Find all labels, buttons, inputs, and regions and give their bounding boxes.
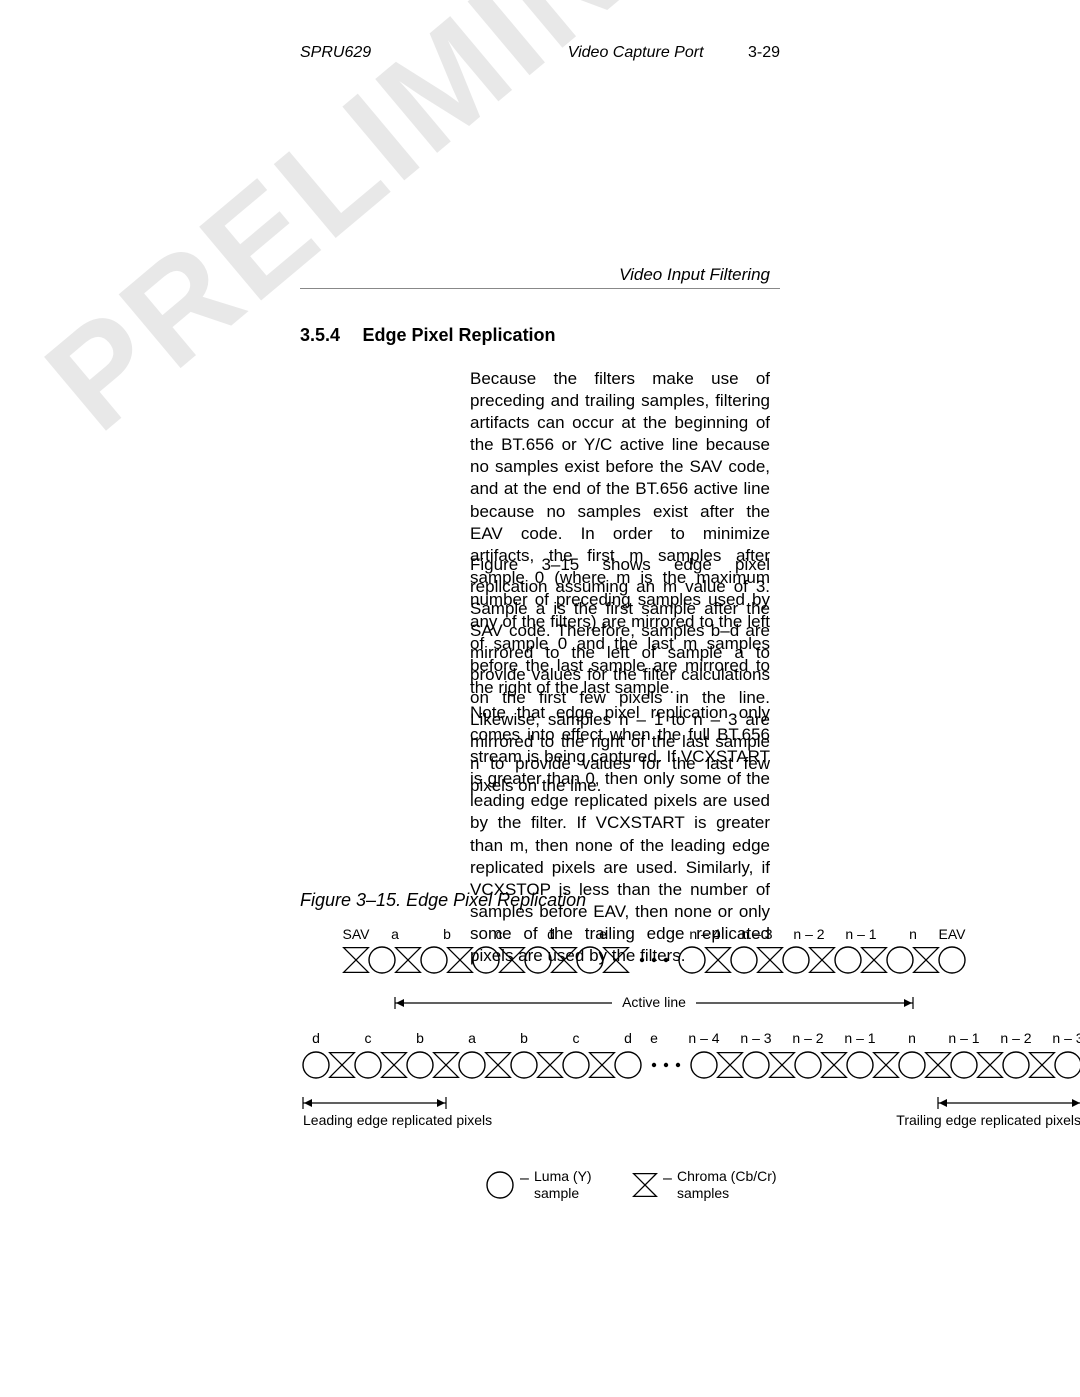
running-header: Video Input Filtering	[619, 265, 770, 285]
section-number: 3.5.4	[300, 325, 340, 346]
page-footer: SPRU629 Video Capture Port 3-29	[300, 44, 780, 62]
svg-text:n – 3: n – 3	[740, 1030, 771, 1046]
svg-text:e: e	[650, 1030, 658, 1046]
svg-text:–: –	[663, 1170, 672, 1187]
svg-text:n – 2: n – 2	[1000, 1030, 1031, 1046]
svg-text:samples: samples	[677, 1185, 729, 1201]
svg-text:b: b	[416, 1030, 424, 1046]
svg-text:Trailing edge replicated pixel: Trailing edge replicated pixels	[896, 1112, 1080, 1128]
svg-text:a: a	[468, 1030, 476, 1046]
svg-text:c: c	[496, 926, 503, 942]
figure-caption: Figure 3–15. Edge Pixel Replication	[300, 890, 586, 911]
svg-text:–: –	[520, 1170, 529, 1187]
svg-text:c: c	[365, 1030, 372, 1046]
svg-text:n – 1: n – 1	[844, 1030, 875, 1046]
svg-text:n – 2: n – 2	[793, 926, 824, 942]
svg-text:n – 1: n – 1	[948, 1030, 979, 1046]
svg-text:Leading edge replicated pixels: Leading edge replicated pixels	[303, 1112, 492, 1128]
svg-text:Active line: Active line	[622, 994, 686, 1010]
svg-text:a: a	[391, 926, 399, 942]
svg-text:n – 3: n – 3	[741, 926, 772, 942]
svg-text:c: c	[573, 1030, 580, 1046]
svg-text:b: b	[443, 926, 451, 942]
footer-doc-id: SPRU629	[300, 44, 371, 62]
svg-text:n – 4: n – 4	[688, 1030, 719, 1046]
figure-diagram: SAV a b c d e n – 4 n – 3 n – 2 n – 1 n EAV Active l…	[300, 925, 1080, 1225]
footer-page-num: 3-29	[748, 44, 780, 61]
svg-text:n: n	[908, 1030, 916, 1046]
section-heading: 3.5.4 Edge Pixel Replication	[300, 325, 780, 346]
svg-text:n – 3: n – 3	[1052, 1030, 1080, 1046]
svg-text:n: n	[909, 926, 917, 942]
footer-chapter: Video Capture Port	[568, 44, 704, 61]
svg-text:n – 2: n – 2	[792, 1030, 823, 1046]
svg-text:n – 4: n – 4	[689, 926, 720, 942]
svg-text:d: d	[624, 1030, 632, 1046]
svg-text:Luma (Y): Luma (Y)	[534, 1168, 592, 1184]
section-title: Edge Pixel Replication	[363, 325, 556, 346]
svg-text:EAV: EAV	[939, 926, 967, 942]
svg-text:n – 1: n – 1	[845, 926, 876, 942]
svg-text:d: d	[312, 1030, 320, 1046]
svg-text:b: b	[520, 1030, 528, 1046]
svg-text:sample: sample	[534, 1185, 579, 1201]
svg-text:e: e	[599, 926, 607, 942]
svg-text:Chroma (Cb/Cr): Chroma (Cb/Cr)	[677, 1168, 777, 1184]
svg-text:SAV: SAV	[343, 926, 371, 942]
svg-text:d: d	[547, 926, 555, 942]
header-rule	[300, 288, 780, 289]
